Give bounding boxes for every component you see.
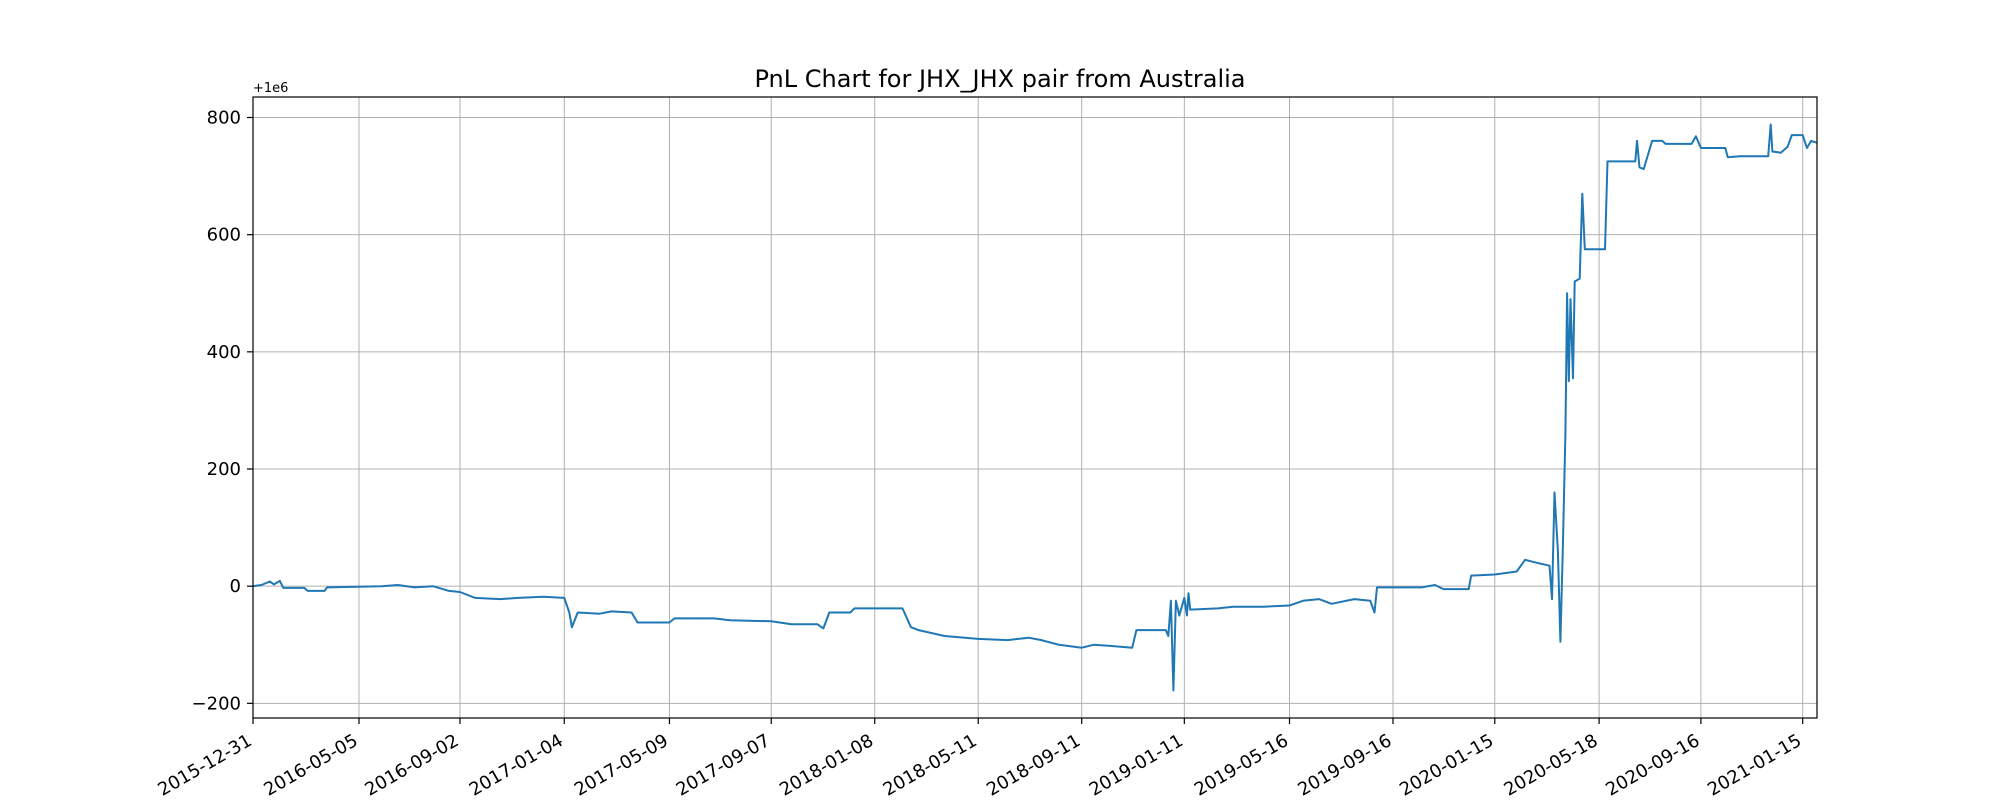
x-tick-label: 2019-09-16 bbox=[1294, 730, 1395, 800]
x-tick-label: 2018-09-11 bbox=[983, 730, 1084, 800]
y-tick-label: −200 bbox=[192, 693, 241, 714]
y-tick-label: 0 bbox=[230, 576, 241, 597]
plot-frame bbox=[252, 96, 1818, 719]
y-tick-label: 200 bbox=[207, 459, 241, 480]
y-tick-label: 800 bbox=[207, 108, 241, 129]
grid-lines bbox=[252, 97, 1817, 718]
x-tick-label: 2019-05-16 bbox=[1191, 730, 1292, 800]
y-tick-label: 600 bbox=[207, 225, 241, 246]
y-axis: −200 0 200 400 600 800 bbox=[192, 108, 253, 714]
series-layer bbox=[252, 123, 1818, 692]
x-axis: 2015-12-31 2016-05-05 2016-09-02 2017-01-04… bbox=[154, 718, 1805, 800]
x-tick-label: 2016-05-05 bbox=[260, 730, 361, 800]
x-tick-label: 2019-01-11 bbox=[1086, 730, 1187, 800]
y-axis-offset-label: +1e6 bbox=[253, 81, 288, 96]
x-tick-label: 2020-01-15 bbox=[1396, 730, 1497, 800]
x-tick-label: 2020-09-16 bbox=[1602, 730, 1703, 800]
x-tick-label: 2021-01-15 bbox=[1704, 730, 1805, 800]
pnl-series-line bbox=[252, 123, 1818, 692]
x-tick-label: 2017-05-09 bbox=[571, 730, 672, 800]
chart-title: PnL Chart for JHX_JHX pair from Australi… bbox=[755, 65, 1246, 93]
x-tick-label: 2018-01-08 bbox=[776, 730, 877, 800]
x-tick-label: 2015-12-31 bbox=[154, 730, 255, 800]
x-tick-label: 2017-01-04 bbox=[466, 730, 567, 800]
x-tick-label: 2017-09-07 bbox=[673, 730, 774, 800]
y-tick-label: 400 bbox=[207, 342, 241, 363]
x-tick-label: 2018-05-11 bbox=[880, 730, 981, 800]
x-tick-label: 2016-09-02 bbox=[361, 730, 462, 800]
x-tick-label: 2020-05-18 bbox=[1501, 730, 1602, 800]
